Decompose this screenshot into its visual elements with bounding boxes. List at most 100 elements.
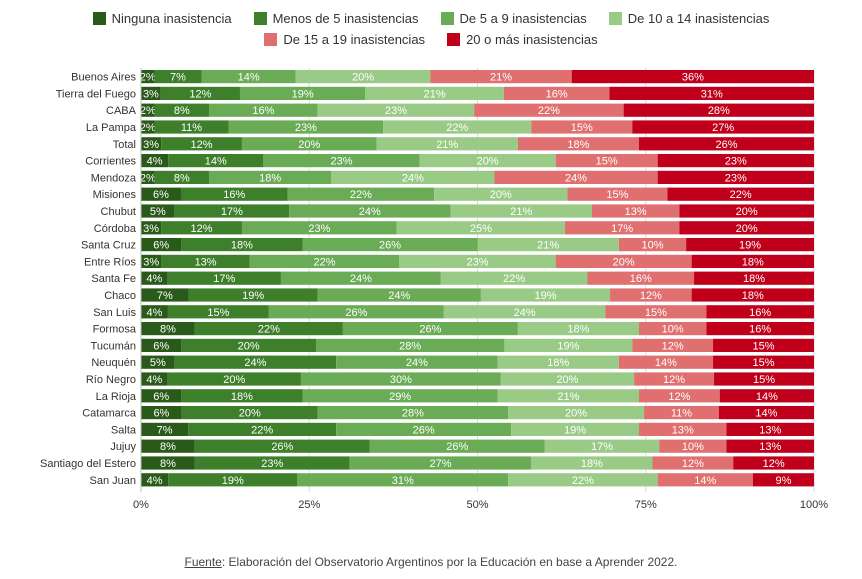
data-label: 14%	[238, 72, 260, 84]
bar-segment	[477, 238, 619, 252]
legend-item: De 15 a 19 inasistencias	[264, 32, 425, 47]
legend-item: 20 o más inasistencias	[447, 32, 598, 47]
data-label: 10%	[641, 240, 663, 252]
bar-segment	[194, 322, 343, 336]
bar-segment	[154, 170, 209, 184]
category-label: Buenos Aires	[71, 72, 136, 84]
bar-segment	[141, 322, 195, 336]
bar-segment	[564, 221, 680, 235]
data-label: 24%	[406, 357, 428, 369]
data-label: 10%	[682, 441, 704, 453]
bar-segment	[567, 187, 668, 201]
bar-segment	[659, 439, 727, 453]
data-label: 18%	[743, 273, 765, 285]
bar-segment	[302, 389, 498, 403]
data-label: 21%	[436, 139, 458, 151]
data-label: 20%	[490, 189, 512, 201]
bar-segment	[430, 70, 572, 84]
bar-segment	[691, 254, 814, 268]
bar-segment	[302, 238, 478, 252]
bar-segment	[336, 422, 512, 436]
bar-segment	[434, 187, 568, 201]
data-label: 3%	[143, 256, 159, 268]
data-label: 14%	[756, 391, 778, 403]
data-label: 28%	[708, 105, 730, 117]
data-label: 22%	[350, 189, 372, 201]
bar-segment	[167, 271, 281, 285]
bar-segment	[726, 422, 814, 436]
bar-segment	[591, 204, 680, 218]
data-label: 6%	[153, 408, 169, 420]
category-label: La Pampa	[86, 122, 137, 134]
data-label: 24%	[565, 172, 587, 184]
category-label: Córdoba	[94, 223, 137, 235]
bar-segment	[587, 271, 695, 285]
data-label: 8%	[174, 105, 190, 117]
data-label: 20%	[223, 374, 245, 386]
data-label: 20%	[239, 408, 261, 420]
bar-segment	[618, 355, 714, 369]
category-label: Tierra del Fuego	[56, 88, 136, 100]
data-label: 23%	[466, 256, 488, 268]
bar-segment	[317, 288, 481, 302]
data-label: 13%	[672, 424, 694, 436]
data-label: 6%	[153, 340, 169, 352]
category-label: La Rioja	[96, 391, 137, 403]
data-label: 16%	[749, 324, 771, 336]
bar-segment	[315, 338, 505, 352]
category-label: Corrientes	[85, 156, 136, 168]
bar-segment	[686, 238, 814, 252]
bar-segment	[201, 70, 296, 84]
bar-segment	[141, 406, 182, 420]
data-label: 24%	[244, 357, 266, 369]
data-label: 23%	[261, 458, 283, 470]
bar-segment	[657, 170, 814, 184]
bar-segment	[511, 422, 640, 436]
data-label: 24%	[514, 307, 536, 319]
bar-segment	[141, 70, 155, 84]
data-label: 12%	[763, 458, 785, 470]
data-label: 8%	[160, 458, 176, 470]
bar-segment	[174, 355, 337, 369]
data-label: 22%	[730, 189, 752, 201]
bar-segment	[188, 422, 337, 436]
data-label: 21%	[557, 391, 579, 403]
bar-segment	[241, 137, 377, 151]
legend-row: De 15 a 19 inasistencias 20 o más inasist…	[0, 29, 862, 50]
bar-segment	[396, 221, 565, 235]
data-label: 5%	[150, 357, 166, 369]
category-label: Catamarca	[82, 408, 137, 420]
bar-segment	[719, 389, 814, 403]
data-label: 16%	[252, 105, 274, 117]
legend-item: De 10 a 14 inasistencias	[608, 11, 769, 26]
bar-segment	[713, 338, 814, 352]
bar-segment	[268, 305, 444, 319]
data-label: 28%	[399, 340, 421, 352]
data-label: 18%	[742, 256, 764, 268]
bar-segment	[632, 120, 814, 134]
bar-segment	[188, 288, 318, 302]
bar-segment	[141, 389, 182, 403]
data-label: 30%	[390, 374, 412, 386]
bar-segment	[228, 120, 384, 134]
bar-segment	[440, 271, 588, 285]
data-label: 2%	[140, 172, 156, 184]
category-label: Santa Fe	[91, 273, 136, 285]
data-label: 4%	[146, 273, 162, 285]
bar-segment	[141, 473, 169, 487]
bar-segment	[297, 473, 509, 487]
data-label: 27%	[712, 122, 734, 134]
bar-segment	[632, 338, 714, 352]
bar-segment	[623, 103, 814, 117]
bar-segment	[317, 406, 509, 420]
bar-segment	[300, 372, 501, 386]
data-label: 21%	[424, 88, 446, 100]
legend-item: Menos de 5 inasistencias	[253, 11, 419, 26]
bar-segment	[141, 154, 169, 168]
data-label: 8%	[160, 441, 176, 453]
bar-segment	[419, 154, 556, 168]
data-label: 28%	[402, 408, 424, 420]
bar-segment	[508, 473, 658, 487]
bar-segment	[679, 204, 814, 218]
data-label: 20%	[298, 139, 320, 151]
